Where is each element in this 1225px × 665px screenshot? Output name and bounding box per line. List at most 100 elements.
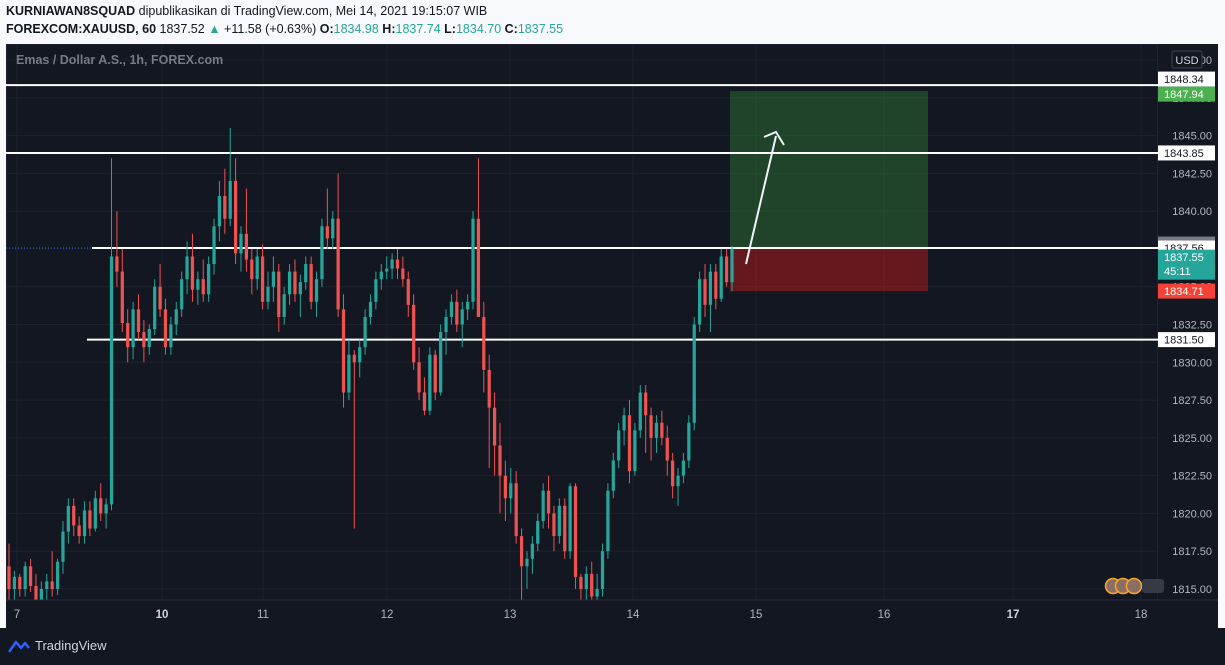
candle-body bbox=[158, 286, 162, 310]
horizontal-levels bbox=[6, 84, 1158, 341]
candle-body bbox=[579, 576, 583, 589]
candle-body bbox=[552, 513, 556, 537]
candle-body bbox=[379, 271, 383, 280]
price-label-stop: 1834.71 bbox=[1164, 286, 1204, 298]
candle-body bbox=[282, 294, 286, 317]
candle-body bbox=[498, 445, 502, 476]
candle-body bbox=[368, 301, 373, 317]
candle-body bbox=[687, 422, 691, 461]
time-tick-label: 7 bbox=[14, 609, 20, 621]
price-label-bg bbox=[1158, 86, 1215, 102]
price-label-bg bbox=[1158, 145, 1215, 161]
candle-body bbox=[45, 581, 49, 589]
candle-body bbox=[698, 279, 702, 325]
price-tick-label: 1840.00 bbox=[1172, 206, 1212, 218]
candle-body bbox=[277, 271, 281, 317]
bar-countdown: 45:11 bbox=[1164, 266, 1191, 278]
chart-area[interactable]: 1815.00 1817.50 1820.00 1822.50 1825.00 1827.… bbox=[5, 43, 1218, 628]
tradingview-brand[interactable]: TradingView bbox=[8, 638, 107, 653]
change-up-icon: ▲ bbox=[208, 22, 221, 36]
price-tick-label: 1820.00 bbox=[1172, 508, 1212, 520]
price-label-target: 1847.94 bbox=[1164, 89, 1204, 101]
candle-body bbox=[660, 422, 664, 438]
candle-body bbox=[471, 218, 475, 302]
currency-badge[interactable]: USD bbox=[1171, 50, 1203, 69]
candle-body bbox=[196, 279, 200, 290]
candle-body bbox=[298, 282, 302, 295]
candle-body bbox=[536, 520, 540, 544]
candle-body bbox=[719, 256, 723, 299]
brand-name: TradingView bbox=[35, 638, 107, 653]
candle-body bbox=[314, 279, 319, 302]
candle-body bbox=[546, 490, 551, 514]
time-tick-label: 12 bbox=[381, 609, 394, 621]
price-tick-label: 1842.50 bbox=[1172, 168, 1212, 180]
candle-body bbox=[104, 504, 108, 514]
candle-body bbox=[395, 259, 400, 269]
price-label-bg bbox=[1158, 332, 1215, 348]
candle-body bbox=[439, 332, 443, 393]
candle-body bbox=[390, 259, 394, 269]
close-value: 1837.55 bbox=[517, 22, 564, 36]
candle-body bbox=[649, 415, 653, 438]
candle-body bbox=[23, 566, 27, 589]
time-tick-label: 17 bbox=[1007, 609, 1020, 621]
candle-body bbox=[260, 256, 265, 302]
candle-body bbox=[584, 573, 588, 589]
candle-body bbox=[541, 490, 545, 521]
candle-body bbox=[201, 279, 205, 295]
candle-body bbox=[563, 505, 567, 552]
candle-body bbox=[638, 392, 642, 431]
us-flag-icon[interactable] bbox=[1125, 577, 1143, 595]
candle-body bbox=[681, 460, 686, 476]
author-name[interactable]: KURNIAWAN8SQUAD bbox=[6, 4, 136, 18]
candle-body bbox=[309, 264, 313, 302]
price-label-line: 1848.34 bbox=[1164, 74, 1204, 86]
chart-title: Emas / Dollar A.S., 1h, FOREX.com bbox=[16, 53, 223, 67]
tradingview-logo-icon bbox=[8, 640, 30, 653]
price-chart[interactable]: 1815.00 1817.50 1820.00 1822.50 1825.00 1827.… bbox=[5, 43, 1218, 628]
price-tick-label: 1822.50 bbox=[1172, 471, 1212, 483]
candle-body bbox=[363, 316, 367, 348]
candle-body bbox=[109, 256, 114, 505]
candle-body bbox=[622, 415, 626, 431]
event-flags[interactable] bbox=[1104, 577, 1165, 595]
close-label: C: bbox=[504, 22, 518, 36]
candle-body bbox=[530, 543, 534, 559]
arrow-head-icon bbox=[763, 130, 785, 146]
price-axis[interactable]: 1815.00 1817.50 1820.00 1822.50 1825.00 1827.… bbox=[1158, 44, 1218, 600]
low-label: L: bbox=[444, 22, 456, 36]
price-label-bg bbox=[1158, 283, 1215, 299]
candle-body bbox=[131, 309, 135, 348]
candle-body bbox=[503, 475, 508, 499]
candle-body bbox=[595, 589, 599, 597]
time-axis[interactable]: 7 10 11 12 13 14 15 16 17 18 bbox=[6, 599, 1218, 628]
candle-body bbox=[255, 256, 259, 280]
open-label: O: bbox=[319, 22, 334, 36]
price-tick-label: 1815.00 bbox=[1172, 584, 1212, 596]
candle-body bbox=[358, 347, 362, 363]
price-axis-bg bbox=[1158, 44, 1218, 600]
candle-body bbox=[228, 180, 232, 219]
candle-body bbox=[207, 264, 211, 295]
publication-header: KURNIAWAN8SQUAD dipublikasikan di Tradin… bbox=[0, 0, 1225, 44]
price-tick-label: 1827.50 bbox=[1172, 395, 1212, 407]
candle-body bbox=[190, 256, 195, 290]
price-label-line: 1843.85 bbox=[1164, 148, 1204, 160]
candle-body bbox=[99, 498, 103, 514]
candle-body bbox=[627, 415, 632, 472]
high-label: H: bbox=[382, 22, 396, 36]
candle-body bbox=[703, 279, 707, 305]
candle-body bbox=[7, 566, 11, 589]
candle-body bbox=[708, 271, 713, 305]
candle-body bbox=[374, 279, 378, 302]
candle-body bbox=[347, 354, 351, 393]
arrow-shaft bbox=[745, 135, 777, 265]
event-count-badge[interactable] bbox=[1142, 579, 1164, 593]
candle-body bbox=[509, 483, 513, 499]
candle-body bbox=[28, 566, 33, 586]
price-tick-label: 1817.50 bbox=[1172, 546, 1212, 558]
candle-body bbox=[385, 268, 389, 272]
candle-body bbox=[617, 430, 621, 461]
candle-body bbox=[671, 460, 675, 487]
